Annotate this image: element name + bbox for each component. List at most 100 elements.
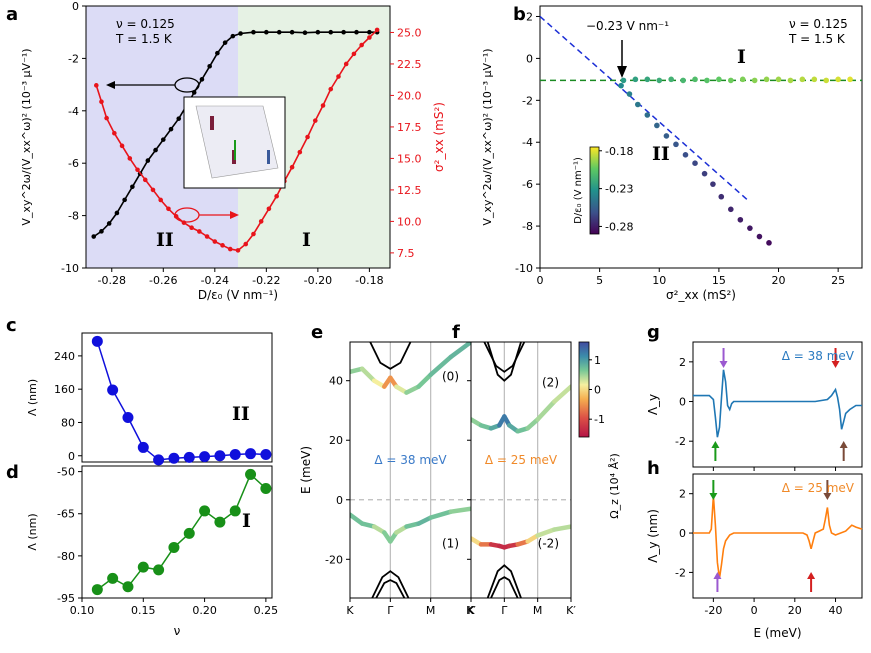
panel-f: K Γ M K′ (2) (-2) Δ = 25 meV 1 0 -1 Ω_z (10⁴ Å²) (467, 341, 621, 617)
marker-arrowhead (839, 441, 848, 448)
data-point (183, 451, 195, 463)
x-tick-label: 10 (652, 274, 666, 287)
band-segment (552, 384, 571, 404)
marker-arrowhead (713, 572, 722, 579)
annotation-nu: ν = 0.125 (116, 17, 175, 31)
colorbar-label: Ω_z (10⁴ Å²) (608, 453, 621, 519)
x-tick-label: 0 (751, 604, 758, 617)
data-point (137, 441, 149, 453)
x-tick-label: -0.28 (98, 274, 126, 287)
x-tick-label: 0.10 (70, 604, 95, 617)
panel-label: c (6, 315, 17, 336)
y2-tick-label: 12.5 (397, 184, 422, 197)
y-tick-label: -6 (68, 157, 79, 170)
remote-band (486, 564, 522, 598)
panel-g: 2 0 -2 Δ = 38 meV Λ_y (646, 341, 863, 471)
panel-label: g (647, 322, 660, 343)
series-line (95, 29, 378, 252)
y-tick-label: 0 (679, 527, 686, 540)
colorbar-tick-label: -0.23 (605, 183, 633, 196)
x-tick-label: 0.20 (192, 604, 217, 617)
y-tick-label: 80 (61, 416, 75, 429)
axes-frame (692, 341, 863, 468)
data-point (122, 581, 134, 593)
colorbar-tick-label: -0.18 (605, 145, 633, 158)
y-axis-label: Λ (nm) (26, 379, 39, 416)
y-tick-label: -2 (522, 94, 533, 107)
y-tick-label: -6 (522, 178, 533, 191)
colorbar-tick-label: -0.28 (605, 220, 633, 233)
data-point (692, 76, 698, 83)
y-tick-label: -2 (68, 52, 79, 65)
x-tick-label: -0.26 (149, 274, 177, 287)
colorbar-tick-label: 1 (594, 354, 601, 367)
data-point (704, 77, 710, 84)
series-line (96, 341, 266, 461)
axes-frame (692, 473, 863, 599)
y2-tick-label: 20.0 (397, 89, 422, 102)
series-line (693, 369, 862, 438)
data-point (775, 76, 782, 83)
inset-device (195, 105, 279, 179)
arrowhead-left (106, 81, 115, 89)
x-tick-label: -0.24 (201, 274, 229, 287)
data-point (107, 572, 119, 584)
gap-label: Δ = 38 meV (374, 453, 447, 467)
data-point (673, 141, 679, 148)
region-label-II: II (652, 143, 670, 165)
gap-label: Δ = 25 meV (782, 481, 855, 495)
data-point (199, 505, 211, 517)
data-point (620, 77, 627, 84)
colorbar (578, 341, 590, 438)
y2-axis-label: σ²_xx (mS²) (432, 102, 446, 172)
y-tick-label: 0 (526, 52, 533, 65)
y-tick-label: 2 (679, 488, 686, 501)
axes-frame (85, 5, 391, 269)
x-tick-label: 0 (537, 274, 544, 287)
x-tick-label: -0.18 (355, 274, 383, 287)
series-line (693, 495, 863, 579)
y-tick-label: -10 (515, 262, 533, 275)
y-axis-label: E (meV) (299, 446, 313, 494)
panel-label: a (6, 4, 18, 25)
data-point (618, 82, 624, 89)
data-point (799, 76, 806, 83)
data-point (756, 233, 763, 240)
data-point (107, 384, 119, 396)
data-point (229, 449, 241, 461)
y-tick-label: -65 (57, 508, 75, 521)
band-segment (448, 342, 471, 360)
x-tick-label: M (533, 604, 543, 617)
band-label-lower: (1) (442, 536, 459, 550)
remote-band (369, 342, 412, 370)
y2-tick-label: 10.0 (397, 215, 422, 228)
y-tick-label: -2 (675, 435, 686, 448)
data-point (626, 91, 633, 97)
y-tick-label: -95 (57, 592, 75, 605)
axes-frame (81, 332, 273, 463)
data-point (728, 206, 734, 213)
remote-band (371, 570, 410, 598)
data-point (718, 193, 725, 200)
remote-band (375, 579, 406, 598)
data-point (811, 76, 818, 83)
data-point (644, 112, 651, 118)
data-point (692, 160, 698, 166)
series-line (96, 473, 267, 591)
data-point (137, 561, 149, 573)
annotation-nu: ν = 0.125 (789, 17, 848, 31)
data-point (91, 584, 103, 596)
y-axis-label: V_xy^2ω/(V_xx^ω)² (10⁻³ μV⁻¹) (481, 48, 494, 225)
data-point (183, 527, 195, 539)
data-point (751, 77, 758, 84)
marker-arrowhead (711, 441, 720, 448)
y-tick-label: -80 (57, 550, 75, 563)
data-point (763, 76, 770, 83)
band-segment (416, 372, 433, 389)
band-label-upper: (0) (442, 370, 459, 384)
panel-a: -0.28 -0.26 -0.24 -0.22 -0.20 -0.18 0 -2 -4 -6 -8 -… (20, 0, 446, 302)
fit-line (539, 15, 750, 202)
y-tick-label: 0 (72, 0, 79, 13)
panel-label: e (311, 322, 323, 343)
x-tick-label: 25 (831, 274, 845, 287)
